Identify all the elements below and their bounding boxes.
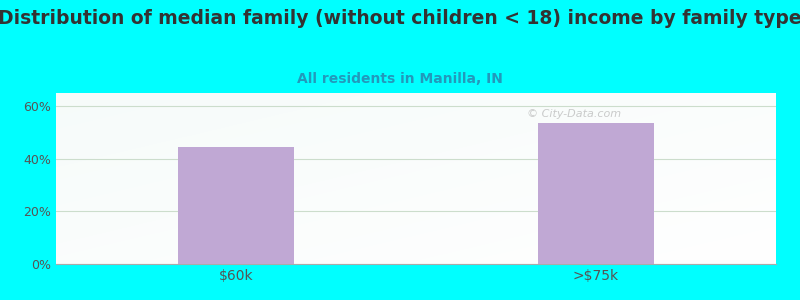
Text: © City-Data.com: © City-Data.com (527, 109, 622, 118)
Bar (178, 147, 294, 264)
Text: Distribution of median family (without children < 18) income by family type: Distribution of median family (without c… (0, 9, 800, 28)
Bar (538, 123, 654, 264)
Text: All residents in Manilla, IN: All residents in Manilla, IN (297, 72, 503, 86)
